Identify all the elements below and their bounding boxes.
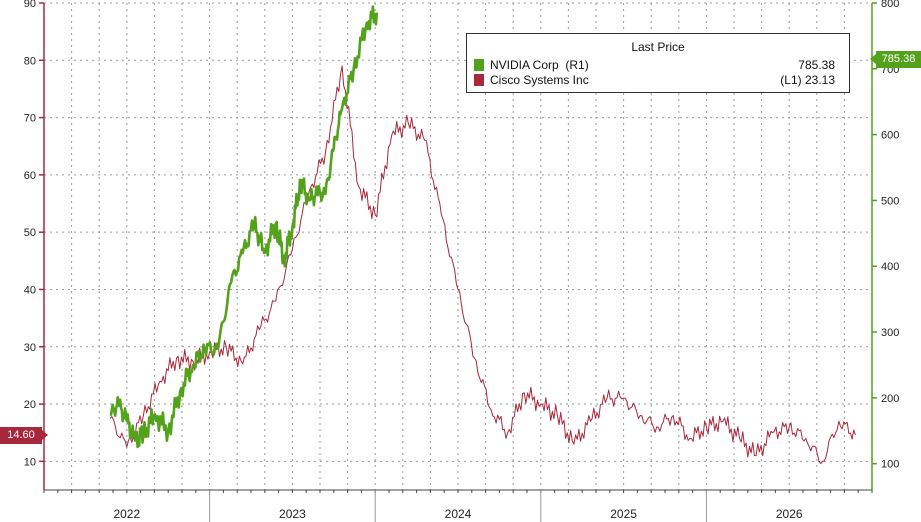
last-value-badge-left: 14.60	[0, 427, 48, 444]
right-tick-label: 800	[881, 0, 899, 10]
right-tick-label: 200	[881, 393, 899, 405]
left-tick-label: 60	[24, 170, 36, 182]
legend-name-nvidia: NVIDIA Corp (R1)	[490, 58, 589, 72]
legend-value-cisco: (L1) 23.13	[780, 73, 835, 87]
legend-title: Last Price	[631, 40, 685, 54]
left-tick-label: 40	[24, 284, 36, 296]
left-tick-label: 30	[24, 342, 36, 354]
left-tick-label: 50	[24, 227, 36, 239]
legend-swatch-cisco	[474, 74, 484, 86]
right-tick-label: 500	[881, 195, 899, 207]
last-value-badge-right: 785.38	[870, 51, 921, 68]
right-tick-label: 600	[881, 130, 899, 142]
legend-entry-nvidia: NVIDIA Corp (R1) 785.38	[474, 58, 835, 73]
left-tick-label: 80	[24, 55, 36, 67]
left-axis-ticks: 10 20 30 40 50 60 70 80 90	[24, 0, 44, 468]
chart-grid	[43, 2, 873, 490]
right-tick-label: 400	[881, 261, 899, 273]
left-tick-label: 20	[24, 399, 36, 411]
right-tick-label: 300	[881, 327, 899, 339]
year-label: 2022	[113, 507, 140, 521]
year-label: 2026	[776, 507, 803, 521]
legend-entry-cisco: Cisco Systems Inc (L1) 23.13	[474, 73, 835, 88]
series-line-nvidia	[109, 5, 379, 449]
legend-name-cisco: Cisco Systems Inc	[490, 73, 589, 87]
x-axis-year-labels: 2022 2023 2024 2025 2026	[113, 507, 802, 521]
legend-swatch-nvidia	[474, 59, 484, 71]
year-label: 2025	[610, 507, 637, 521]
year-label: 2023	[279, 507, 306, 521]
left-tick-label: 90	[24, 0, 36, 10]
legend-value-nvidia: 785.38	[798, 58, 835, 72]
left-tick-label: 10	[24, 456, 36, 468]
legend-box: Last Price NVIDIA Corp (R1) 785.38 Cisco…	[466, 33, 850, 93]
right-tick-label: 100	[881, 459, 899, 471]
series-lines	[109, 5, 856, 465]
chart-axes	[43, 3, 873, 522]
year-label: 2024	[445, 507, 472, 521]
left-tick-label: 70	[24, 113, 36, 125]
series-line-cisco	[109, 65, 856, 465]
